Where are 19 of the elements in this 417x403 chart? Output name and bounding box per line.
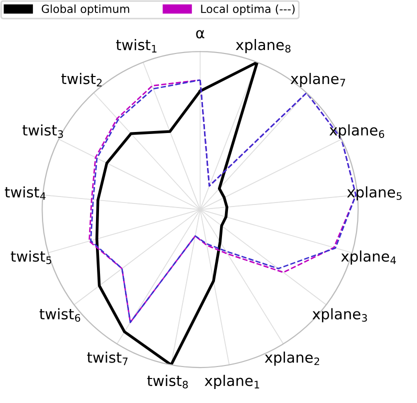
spoke-label: twist$_{1}$ [116,38,156,52]
spoke-label: xplane$_{6}$ [329,124,384,138]
spoke-label: xplane$_{2}$ [264,352,320,366]
spoke-label: xplane$_{3}$ [312,308,367,322]
spoke-label: twist$_{4}$ [4,186,46,200]
spoke-label: xplane$_{8}$ [236,38,290,54]
spoke-label: twist$_{8}$ [147,374,188,388]
spoke-label: xplane$_{7}$ [290,72,346,88]
spoke-label: xplane$_{1}$ [204,374,260,389]
spoke-label: α [196,30,204,38]
spoke-label: xplane$_{4}$ [341,250,396,265]
spoke-label: xplane$_{5}$ [347,186,402,200]
legend-label: Global optimum [42,4,130,16]
spoke-label: twist$_{7}$ [87,352,128,366]
spoke-label: twist$_{3}$ [22,124,63,138]
spoke-label: twist$_{5}$ [10,250,52,264]
spoke-label: twist$_{2}$ [61,72,102,86]
legend-label: Local optima (---) [201,4,295,16]
spoke-label: twist$_{6}$ [40,308,80,322]
